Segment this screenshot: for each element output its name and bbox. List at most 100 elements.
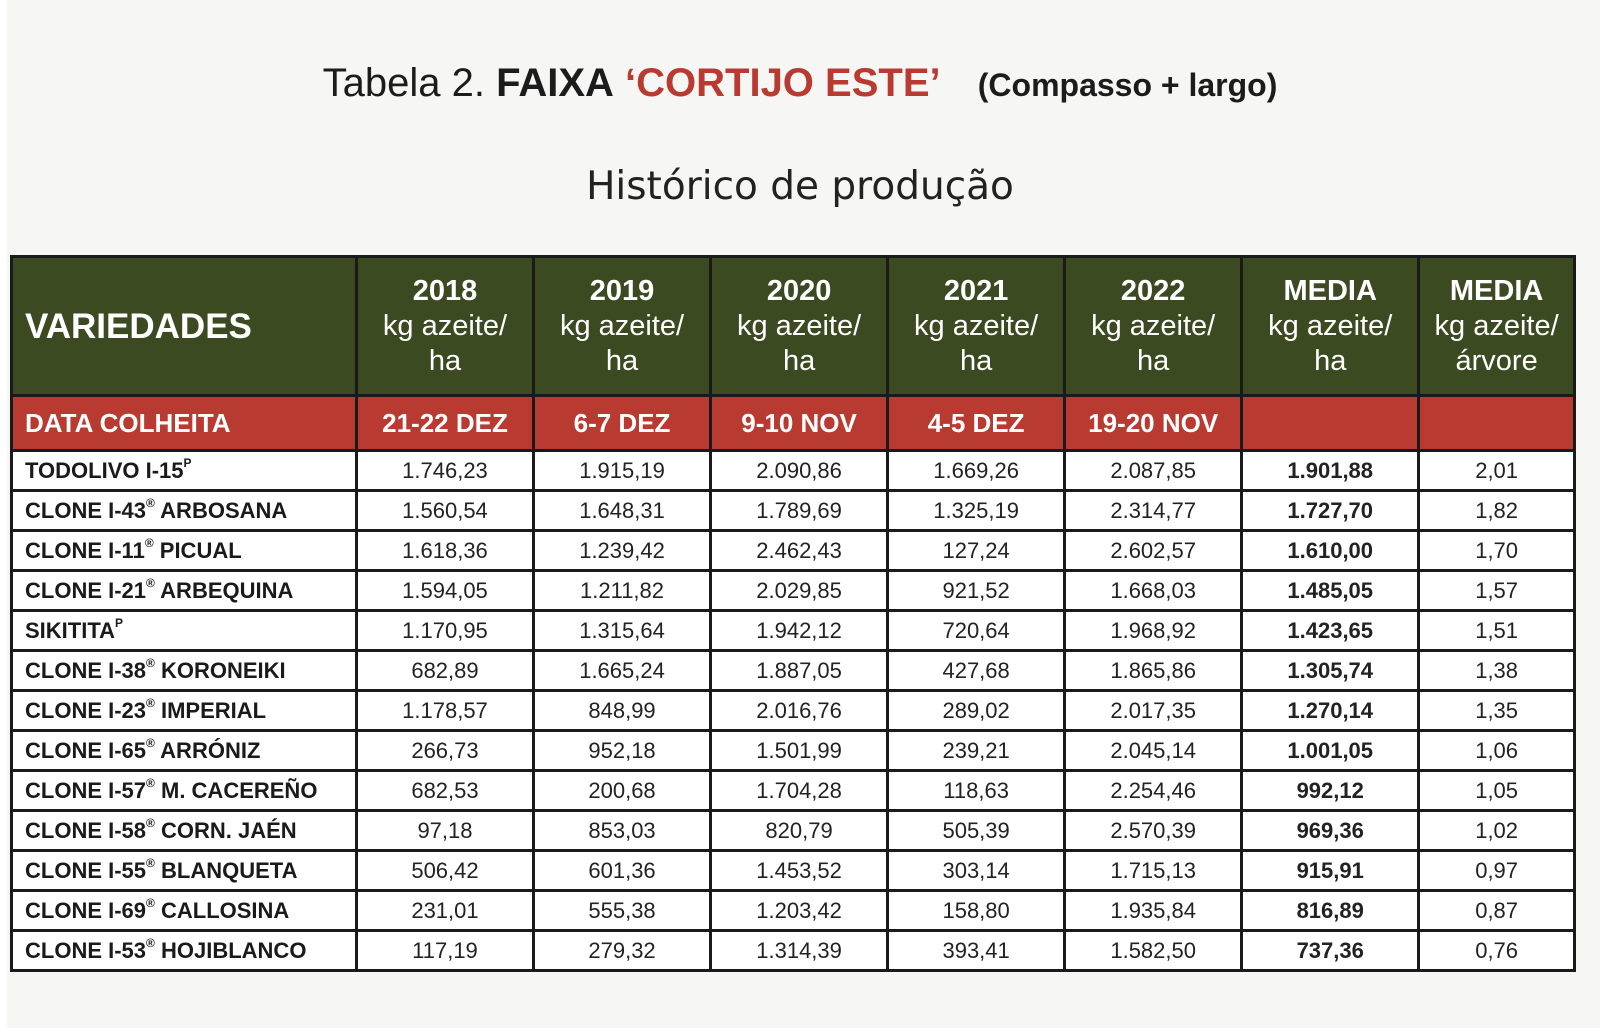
average-tree-cell: 0,87 <box>1417 889 1576 932</box>
left-margin-band <box>0 0 7 1028</box>
variety-suffix: KORONEIKI <box>154 657 286 683</box>
variety-base-name: CLONE I-23 <box>25 697 147 723</box>
table-row: CLONE I-69® CALLOSINA 231,01 555,38 1.203,4… <box>10 889 1576 932</box>
average-ha-cell: 1.727,70 <box>1240 489 1421 532</box>
variety-suffix: BLANQUETA <box>154 857 298 883</box>
variety-suffix: PICUAL <box>153 537 242 563</box>
col-year: 2022 <box>1120 274 1186 307</box>
average-ha-cell: 1.305,74 <box>1240 649 1421 692</box>
variety-name: SIKITITAP <box>10 609 358 652</box>
variety-base-name: CLONE I-43 <box>25 497 147 523</box>
variety-mark: ® <box>146 815 155 830</box>
average-ha-cell: 992,12 <box>1240 769 1421 812</box>
variety-mark: ® <box>146 735 155 750</box>
col-year: 2019 <box>589 274 655 307</box>
yield-cell: 2.029,85 <box>709 569 890 612</box>
average-ha-cell: 1.001,05 <box>1240 729 1421 772</box>
variety-name: CLONE I-55® BLANQUETA <box>10 849 358 892</box>
average-tree-cell: 0,97 <box>1417 849 1576 892</box>
variety-name: CLONE I-53® HOJIBLANCO <box>10 929 358 972</box>
average-tree-cell: 1,02 <box>1417 809 1576 852</box>
harvest-row: DATA COLHEITA 21-22 DEZ 6-7 DEZ 9-10 NOV… <box>10 394 1576 452</box>
col-unit: ha <box>959 344 993 377</box>
variety-mark: ® <box>146 495 155 510</box>
table-row: CLONE I-53® HOJIBLANCO 117,19 279,32 1.314,… <box>10 929 1576 972</box>
yield-cell: 1.211,82 <box>531 569 713 612</box>
yield-cell: 1.704,28 <box>709 769 890 812</box>
harvest-date <box>1417 394 1576 452</box>
yield-cell: 506,42 <box>354 849 536 892</box>
col-header-media-tree: MEDIA kg azeite/árvore <box>1417 255 1576 397</box>
table-row: CLONE I-58® CORN. JAÉN 97,18 853,03 820,79 5… <box>10 809 1576 852</box>
yield-cell: 2.570,39 <box>1063 809 1244 852</box>
average-ha-cell: 969,36 <box>1240 809 1421 852</box>
yield-cell: 158,80 <box>886 889 1067 932</box>
yield-cell: 2.314,77 <box>1063 489 1244 532</box>
yield-cell: 393,41 <box>886 929 1067 972</box>
table-subtitle: Histórico de produção <box>586 164 1014 209</box>
table-row: CLONE I-57® M. CACEREÑO 682,53 200,68 1.704… <box>10 769 1576 812</box>
col-unit: kg azeite/ <box>737 309 862 342</box>
table-row: CLONE I-21® ARBEQUINA 1.594,05 1.211,82 2.0… <box>10 569 1576 612</box>
yield-cell: 1.715,13 <box>1063 849 1244 892</box>
yield-cell: 1.648,31 <box>531 489 713 532</box>
yield-cell: 2.045,14 <box>1063 729 1244 772</box>
yield-cell: 1.501,99 <box>709 729 890 772</box>
yield-cell: 1.669,26 <box>886 449 1067 492</box>
title-prefix: Tabela 2. <box>322 61 485 105</box>
table-row: SIKITITAP 1.170,95 1.315,64 1.942,12 720,64 1… <box>10 609 1576 652</box>
yield-cell: 117,19 <box>354 929 536 972</box>
variety-suffix: HOJIBLANCO <box>154 937 307 963</box>
variety-suffix: ARBOSANA <box>154 497 288 523</box>
col-unit: árvore <box>1455 344 1538 377</box>
variety-base-name: CLONE I-38 <box>25 657 147 683</box>
col-header-2022: 2022 kg azeite/ha <box>1063 255 1244 397</box>
col-unit: ha <box>1314 344 1347 377</box>
col-header-2021: 2021 kg azeite/ha <box>886 255 1067 397</box>
variety-base-name: CLONE I-55 <box>25 857 147 883</box>
variety-suffix: ARRÓNIZ <box>154 737 261 763</box>
title-note: (Compasso + largo) <box>977 67 1278 103</box>
average-tree-cell: 0,76 <box>1417 929 1576 972</box>
title-bold: FAIXA <box>496 61 614 105</box>
yield-cell: 2.087,85 <box>1063 449 1244 492</box>
average-ha-cell: 1.423,65 <box>1240 609 1421 652</box>
yield-cell: 2.090,86 <box>709 449 890 492</box>
yield-cell: 1.560,54 <box>354 489 536 532</box>
header-row: VARIEDADES 2018 kg azeite/ha 2019 kg azeit… <box>10 255 1576 397</box>
variety-mark: ® <box>144 535 154 550</box>
yield-cell: 820,79 <box>709 809 890 852</box>
average-ha-cell: 1.485,05 <box>1240 569 1421 612</box>
yield-cell: 1.453,52 <box>709 849 890 892</box>
average-ha-cell: 915,91 <box>1240 849 1421 892</box>
average-ha-cell: 1.270,14 <box>1240 689 1421 732</box>
variety-name: CLONE I-69® CALLOSINA <box>10 889 358 932</box>
average-ha-cell: 1.610,00 <box>1240 529 1421 572</box>
yield-cell: 200,68 <box>531 769 713 812</box>
yield-cell: 1.968,92 <box>1063 609 1244 652</box>
variety-mark: ® <box>146 655 155 670</box>
col-header-2018: 2018 kg azeite/ha <box>354 255 536 397</box>
yield-cell: 1.668,03 <box>1063 569 1244 612</box>
col-unit: ha <box>428 344 462 377</box>
harvest-date <box>1240 394 1421 452</box>
yield-cell: 1.746,23 <box>354 449 536 492</box>
yield-cell: 266,73 <box>354 729 536 772</box>
harvest-label: DATA COLHEITA <box>10 394 358 452</box>
variety-base-name: CLONE I-11 <box>25 537 145 563</box>
variety-name: CLONE I-57® M. CACEREÑO <box>10 769 358 812</box>
yield-cell: 1.203,42 <box>709 889 890 932</box>
yield-cell: 279,32 <box>531 929 713 972</box>
yield-cell: 720,64 <box>886 609 1067 652</box>
yield-cell: 1.325,19 <box>886 489 1067 532</box>
average-ha-cell: 1.901,88 <box>1240 449 1421 492</box>
yield-cell: 2.462,43 <box>709 529 890 572</box>
yield-cell: 1.942,12 <box>709 609 890 652</box>
yield-cell: 239,21 <box>886 729 1067 772</box>
yield-cell: 505,39 <box>886 809 1067 852</box>
yield-cell: 1.935,84 <box>1063 889 1244 932</box>
yield-cell: 682,89 <box>354 649 536 692</box>
yield-cell: 1.314,39 <box>709 929 890 972</box>
average-tree-cell: 1,70 <box>1417 529 1576 572</box>
yield-cell: 921,52 <box>886 569 1067 612</box>
